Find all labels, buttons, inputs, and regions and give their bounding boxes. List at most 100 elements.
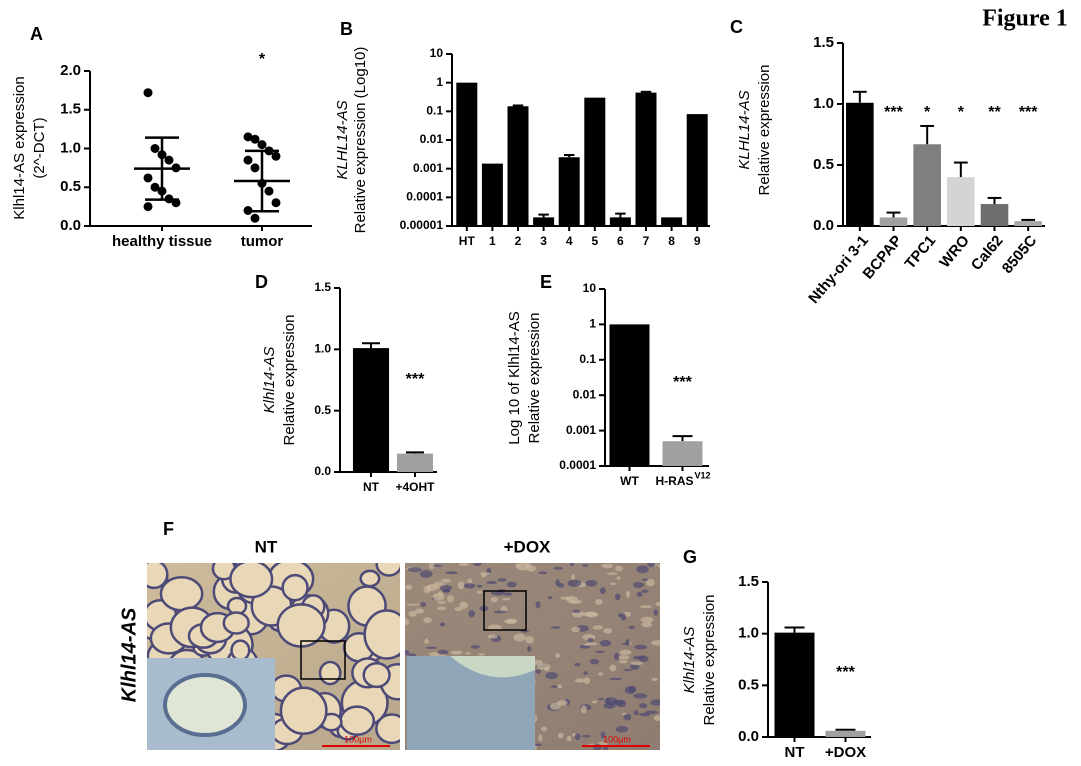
significance: *** [884,104,903,121]
follicle [363,609,400,660]
cell [535,601,541,609]
cell [597,698,605,701]
y-tick-label: 1.0 [738,625,759,642]
data-point [143,88,153,98]
cell [634,644,648,650]
cell [436,606,447,611]
cell [515,563,520,568]
cell [525,563,531,569]
x-tick-label: WRO [936,232,973,271]
cell [463,583,476,589]
follicle [159,576,204,612]
bar [635,92,657,226]
cell [651,677,658,682]
cell [429,652,440,658]
scale-label: 100µm [603,734,631,744]
y-tick-label: 1 [589,317,596,331]
data-point [250,134,260,144]
bar [481,163,503,226]
cell [527,645,532,652]
y-axis-label: Klhl14-AS [681,627,698,694]
cell [570,574,576,580]
y-tick-label: 1.5 [813,34,834,51]
cell [572,609,581,613]
x-tick-label: 8 [668,234,675,248]
y-axis-label: KLHL14-AS [334,100,351,179]
cell [598,672,604,676]
data-point [143,202,153,212]
cell [465,651,471,655]
cell [556,700,568,706]
y-tick-label: 0.0 [738,728,759,745]
cell [437,600,447,604]
cell [547,596,553,600]
panel-label: E [540,272,552,292]
cell [557,732,564,739]
cell [538,734,543,742]
cell [647,563,656,568]
cell [540,726,548,732]
y-axis-label: Log 10 of Klhl14-AS [506,311,523,444]
y-tick-label: 0.0001 [406,190,443,204]
panel-label: B [340,19,353,39]
x-tick-label: +4OHT [395,480,435,494]
data-point [271,198,281,208]
follicle [279,686,328,736]
bar [662,441,703,466]
cell [425,646,438,649]
y-tick-label: 0.00001 [400,218,444,232]
x-tick-label: 1 [489,234,496,248]
x-tick-label: NT [785,744,805,761]
follicle [375,563,400,577]
bar [533,217,555,226]
cell [567,579,582,587]
significance: *** [406,371,425,388]
panel-f: F NT +DOX Klhl14-AS 100µm 100µm [118,519,660,750]
x-tick-label: +DOX [825,744,866,761]
data-point [250,213,260,223]
cell [497,578,507,582]
cell [651,640,660,646]
y-tick-label: 1.0 [314,342,331,356]
significance: * [259,51,266,68]
cell [503,592,513,596]
y-tick-label: 2.0 [60,62,81,79]
cell [553,566,564,570]
y-tick-label: 0.01 [573,387,597,401]
x-tick-label: TPC1 [902,232,940,272]
y-tick-label: 1.0 [60,139,81,156]
significance: *** [1019,104,1038,121]
bar [609,324,650,466]
cell [609,582,617,585]
cell [582,611,597,617]
cell [568,599,583,604]
cell [640,616,654,623]
follicle [362,661,391,689]
cell [625,590,630,598]
cell [614,652,620,661]
follicle [229,563,274,599]
cell [545,671,559,680]
cell [506,618,518,624]
cell [439,584,452,591]
cell [550,626,561,629]
bar [774,632,815,737]
bar [879,217,908,226]
bar [686,114,708,226]
cell [592,743,602,750]
data-point [164,155,174,165]
bar [352,348,390,472]
follicle [318,660,342,686]
cell [630,661,643,666]
cell [506,581,517,588]
cell [603,628,613,634]
data-point [243,155,253,165]
bar [1014,221,1042,226]
panel-label: D [255,272,268,292]
cell [571,626,581,633]
bar [825,730,866,737]
cell [589,658,600,665]
data-point [243,132,253,142]
y-axis-label: Klhl14-AS expression [11,76,28,219]
cell [447,594,454,603]
